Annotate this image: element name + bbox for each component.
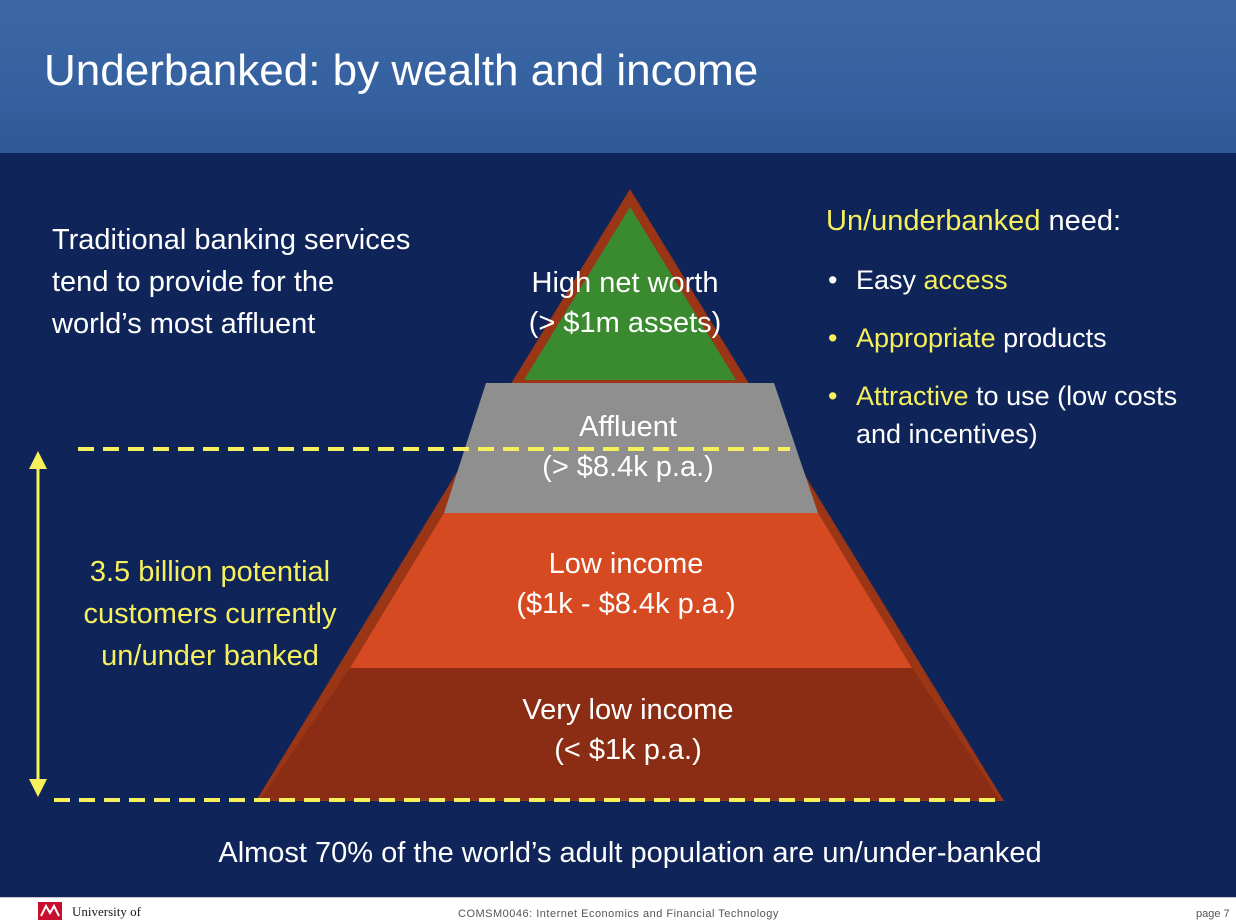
page-number: page 7 — [1196, 908, 1230, 920]
pyramid-tier-very-low-income — [260, 668, 1000, 800]
tier-detail: (> $1m assets) — [528, 307, 722, 339]
potential-line: 3.5 billion potential — [89, 556, 331, 588]
tier-detail: ($1k - $8.4k p.a.) — [516, 588, 736, 620]
need-highlight: access — [923, 265, 1008, 295]
bullet-icon: • — [828, 381, 838, 411]
need-item-attractive: • Attractive to use (low costs and incenti… — [828, 377, 1177, 453]
needs-heading-rest: need: — [1040, 205, 1122, 237]
university-name: University of — [72, 904, 141, 919]
needs-heading-highlight: Un/underbanked — [826, 205, 1041, 237]
tier-label-low-income: Low income ($1k - $8.4k p.a.) — [476, 544, 776, 624]
tier-label-very-low-income: Very low income (< $1k p.a.) — [478, 690, 778, 770]
needs-list: • Easy access • Appropriate products • Attr… — [828, 261, 1177, 473]
tier-detail: (> $8.4k p.a.) — [542, 451, 714, 483]
need-highlight: Appropriate — [856, 323, 996, 353]
need-highlight: Attractive — [856, 381, 969, 411]
tier-detail: (< $1k p.a.) — [554, 734, 702, 766]
title-bar: Underbanked: by wealth and income — [0, 0, 1236, 153]
university-logo-icon — [38, 902, 62, 920]
needs-heading: Un/underbanked need: — [826, 205, 1121, 238]
tier-name: Very low income — [522, 694, 734, 726]
range-arrow — [29, 451, 47, 797]
bottom-statement: Almost 70% of the world’s adult populati… — [218, 837, 1042, 869]
need-text: Easy — [856, 265, 924, 295]
tier-name: High net worth — [531, 267, 719, 299]
slide-footer: University of COMSM0046: Internet Econom… — [0, 897, 1236, 923]
tier-label-affluent: Affluent (> $8.4k p.a.) — [528, 407, 728, 487]
need-item-products: • Appropriate products — [828, 319, 1177, 357]
intro-line: world’s most affluent — [52, 308, 316, 340]
potential-customers-text: 3.5 billion potential customers currentl… — [60, 551, 360, 677]
need-text-continued: and incentives) — [856, 419, 1038, 449]
bullet-icon: • — [828, 323, 838, 353]
need-text: to use (low costs — [968, 381, 1178, 411]
potential-line: un/under banked — [101, 640, 319, 672]
intro-text: Traditional banking services tend to pro… — [52, 219, 410, 345]
need-text: products — [995, 323, 1107, 353]
tier-label-high-net-worth: High net worth (> $1m assets) — [525, 263, 725, 343]
wealth-pyramid — [29, 189, 1004, 802]
tier-name: Low income — [548, 548, 704, 580]
tier-name: Affluent — [579, 411, 677, 443]
slide-body: High net worth (> $1m assets) Affluent (… — [0, 153, 1236, 922]
slide-title: Underbanked: by wealth and income — [44, 46, 759, 95]
intro-line: tend to provide for the — [52, 266, 335, 298]
course-name: COMSM0046: Internet Economics and Financ… — [458, 908, 779, 920]
pyramid-tier-low-income — [350, 513, 912, 668]
intro-line: Traditional banking services — [52, 224, 411, 256]
bullet-icon: • — [828, 265, 838, 295]
need-item-access: • Easy access — [828, 261, 1177, 299]
potential-line: customers currently — [83, 598, 337, 630]
pyramid-tier-high-net-worth — [524, 207, 736, 380]
